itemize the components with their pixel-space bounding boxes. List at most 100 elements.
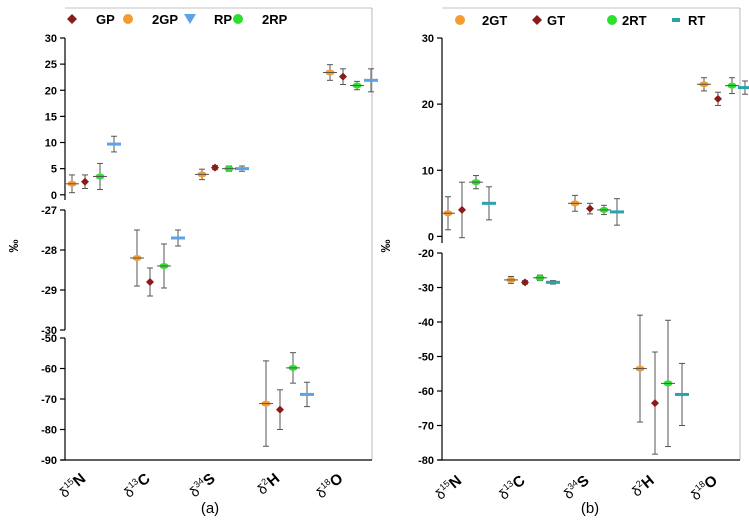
x-category-label: δ2H — [253, 469, 283, 498]
x-category-label: δ13C — [495, 471, 529, 503]
x-category-element: O — [701, 472, 721, 493]
legend-label: 2GP — [152, 12, 178, 27]
x-category-element: O — [327, 470, 347, 491]
x-category-element: N — [446, 472, 465, 492]
y-tick-label: 10 — [45, 138, 57, 150]
data-point — [738, 86, 749, 90]
x-category-element: S — [200, 470, 219, 489]
x-category-element: H — [638, 472, 657, 492]
data-point — [610, 210, 624, 214]
data-point — [364, 78, 378, 82]
y-tick-label: 10 — [422, 165, 434, 177]
y-tick-label: -27 — [41, 205, 57, 217]
panel-label: (a) — [201, 500, 219, 517]
data-point — [482, 201, 496, 205]
y-tick-label: -80 — [418, 455, 434, 467]
data-point — [300, 392, 314, 396]
legend-label: RT — [688, 13, 705, 28]
data-point — [458, 205, 466, 214]
legend-label: RP — [214, 12, 232, 27]
data-point — [714, 94, 722, 103]
x-category-label: δ34S — [560, 471, 593, 503]
series-2RT — [469, 77, 739, 448]
y-tick-label: -60 — [41, 364, 57, 376]
series-GP — [81, 68, 347, 430]
data-point — [81, 177, 89, 186]
x-category-label: δ15N — [432, 471, 466, 503]
legend-label: 2RT — [622, 13, 647, 28]
data-point — [546, 280, 560, 284]
legend-marker — [184, 14, 196, 24]
legend-label: GT — [547, 13, 565, 28]
y-tick-label: 15 — [45, 111, 57, 123]
y-tick-label: -70 — [418, 421, 434, 433]
series-2GT — [441, 77, 711, 423]
y-tick-label: 5 — [51, 164, 57, 176]
y-axis-unit-label: ‰ — [378, 240, 393, 253]
x-category-isotope: 13 — [501, 478, 515, 492]
x-category-element: C — [134, 470, 153, 490]
x-category-element: N — [70, 470, 89, 490]
series-2RP — [93, 80, 364, 384]
x-category-label: δ18O — [312, 469, 346, 502]
y-tick-label: -80 — [41, 425, 57, 437]
legend-marker — [455, 15, 465, 25]
data-point — [107, 142, 121, 146]
data-point — [675, 392, 689, 396]
y-tick-label: 30 — [422, 33, 434, 45]
x-category-label: δ13C — [120, 469, 154, 501]
x-category-isotope: 15 — [62, 476, 76, 490]
y-tick-label: 20 — [45, 85, 57, 97]
y-tick-label: -70 — [41, 394, 57, 406]
series-RP — [107, 68, 378, 408]
data-point — [586, 204, 594, 213]
chart-panel-a: 0 5 10 15 20 25 30 -27 -28 -29 -30-50 -60 -70 -80 -90 ‰… — [6, 7, 378, 517]
x-category-element: C — [509, 472, 528, 492]
y-tick-label: -29 — [41, 285, 57, 297]
x-category-isotope: 15 — [438, 478, 452, 492]
x-category-isotope: 2 — [259, 476, 269, 487]
y-tick-label: -30 — [418, 283, 434, 295]
data-point — [276, 405, 284, 414]
x-category-isotope: 34 — [192, 476, 206, 490]
series-RT — [482, 80, 749, 426]
y-tick-label: -28 — [41, 245, 57, 257]
x-category-isotope: 13 — [126, 476, 140, 490]
y-tick-label: -30 — [41, 325, 57, 337]
legend: 2GT GT 2RT RT — [455, 13, 705, 28]
legend-marker — [67, 14, 77, 24]
y-tick-label: -50 — [41, 333, 57, 345]
data-point — [146, 278, 154, 286]
x-category-label: δ15N — [56, 469, 90, 501]
y-tick-label: 30 — [45, 33, 57, 45]
legend-marker — [672, 18, 680, 22]
legend-label: 2RP — [262, 12, 288, 27]
x-category-isotope: 18 — [693, 479, 707, 493]
legend-marker — [532, 15, 542, 25]
y-tick-label: -60 — [418, 386, 434, 398]
legend-marker — [607, 15, 617, 25]
x-category-isotope: 2 — [634, 478, 644, 489]
series-GT — [458, 91, 722, 455]
y-tick-label: 0 — [51, 190, 57, 202]
data-point — [651, 399, 659, 408]
x-category-label: δ2H — [628, 471, 658, 500]
y-tick-label: -40 — [418, 317, 434, 329]
x-category-element: S — [574, 472, 593, 491]
y-tick-label: 0 — [428, 231, 434, 243]
x-category-isotope: 34 — [566, 478, 580, 492]
legend: GP 2GP RP 2RP — [67, 12, 288, 27]
legend-label: GP — [96, 12, 115, 27]
y-tick-label: -20 — [418, 248, 434, 260]
series-2GP — [65, 64, 337, 447]
x-category-label: δ18O — [687, 471, 721, 504]
data-point — [339, 72, 347, 81]
y-axis-unit-label: ‰ — [6, 240, 21, 253]
chart-panel-b: 0 10 20 30 -20 -30 -40 -50 -60 -70 -80 ‰ δ15N δ13C δ34… — [378, 7, 749, 517]
x-category-element: H — [264, 470, 283, 490]
y-tick-label: -50 — [418, 352, 434, 364]
legend-marker — [233, 14, 243, 24]
data-point — [235, 167, 249, 171]
